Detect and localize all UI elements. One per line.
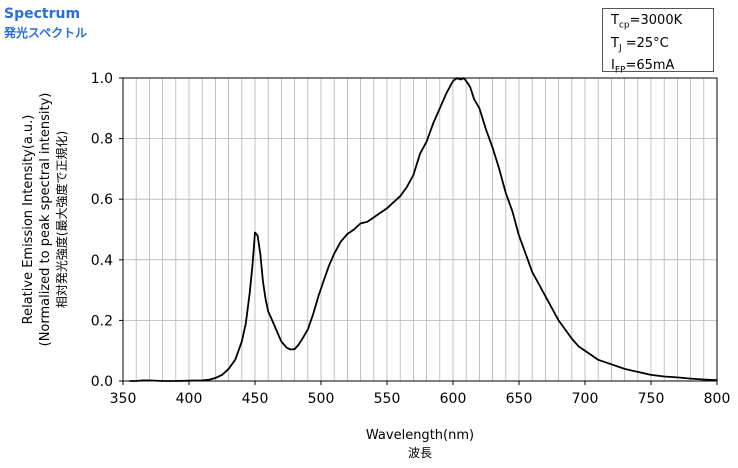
x-axis-label-ja: 波長 [408,446,432,460]
y-axis-label: Relative Emission Intensity(a.u.) [21,115,36,325]
plot-frame [122,77,718,382]
x-tick-label: 400 [176,391,203,407]
condition-tj: TJ =25°C [611,35,669,54]
condition-tcp: Tcp=3000K [611,13,683,31]
x-tick-label: 700 [572,391,599,407]
y-tick-label: 0.4 [91,253,113,269]
y-axis-label: (Normalized to peak spectral intensity) [38,93,53,347]
series-line [129,77,718,382]
y-tick-label: 1.0 [91,71,113,87]
y-tick-label: 0.0 [91,374,113,390]
x-tick-label: 800 [704,391,731,407]
x-tick-label: 600 [440,391,467,407]
x-axis-label: Wavelength(nm) [366,428,474,443]
x-tick-label: 500 [308,391,335,407]
y-tick-label: 0.8 [91,132,113,148]
condition-ifp: IFP=65mA [611,58,675,76]
x-tick-label: 350 [110,391,137,407]
x-tick-label: 450 [242,391,269,407]
y-tick-label: 0.6 [91,192,113,208]
x-tick-label: 750 [638,391,665,407]
y-axis-label-ja: 相対発光強度(最大強度で正規化) [54,131,69,308]
conditions-legend: Tcp=3000K TJ =25°C IFP=65mA [602,8,714,76]
page-title: Spectrum [4,6,81,22]
x-tick-label: 550 [374,391,401,407]
y-tick-label: 0.2 [91,313,113,329]
page-subtitle: 発光スペクトル [4,26,88,40]
x-tick-label: 650 [506,391,533,407]
